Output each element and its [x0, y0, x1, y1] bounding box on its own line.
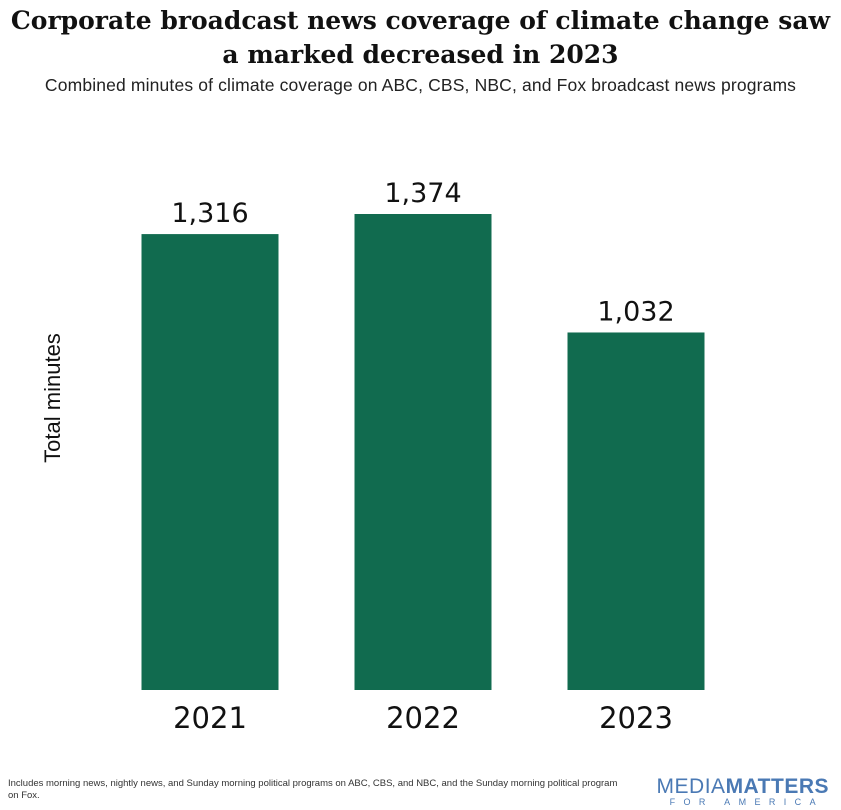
- logo-matters-text: MATTERS: [725, 775, 829, 798]
- chart-subtitle: Combined minutes of climate coverage on …: [44, 75, 797, 95]
- bar-2022: [354, 214, 492, 690]
- chart-title: Corporate broadcast news coverage of cli…: [0, 4, 841, 72]
- chart-title-line-2: a marked decreased in 2023: [222, 40, 619, 69]
- bar-value-label-2023: 1,032: [597, 296, 674, 327]
- logo-media-text: MEDIA: [656, 775, 726, 798]
- media-matters-logo: MEDIAMATTERS FOR AMERICA: [657, 776, 829, 808]
- footnote: Includes morning news, nightly news, and…: [8, 778, 618, 801]
- bar-chart: Total minutes 1,316 2021 1,374 2022 1,032 202…: [40, 178, 705, 735]
- x-tick-label-2023: 2023: [599, 701, 673, 735]
- x-tick-label-2022: 2022: [386, 701, 460, 735]
- bar-2023: [567, 332, 705, 690]
- y-axis-label: Total minutes: [40, 333, 65, 463]
- bars-group: 1,316 2021 1,374 2022 1,032 2023: [141, 178, 705, 735]
- bar-2021: [141, 234, 279, 691]
- chart-title-line-1: Corporate broadcast news coverage of cli…: [10, 6, 831, 35]
- bar-value-label-2022: 1,374: [384, 178, 461, 209]
- bar-value-label-2021: 1,316: [171, 198, 248, 229]
- x-tick-label-2021: 2021: [173, 701, 247, 735]
- logo-wordmark: MEDIAMATTERS: [657, 776, 829, 797]
- logo-tagline: FOR AMERICA: [669, 797, 824, 807]
